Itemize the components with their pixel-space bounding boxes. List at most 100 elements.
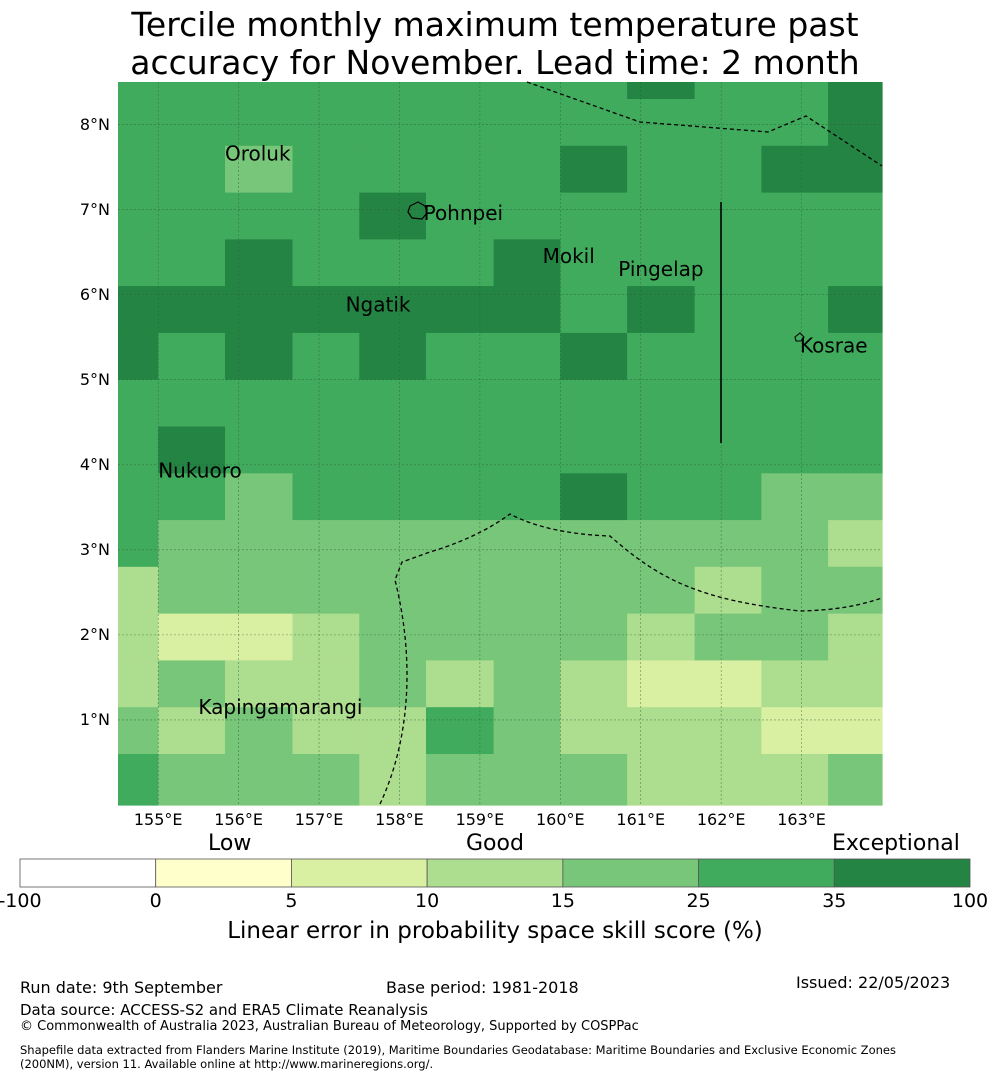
kosrae-island-shape <box>794 332 805 342</box>
grid-cell <box>118 379 159 428</box>
longitude-tick-label: 163°E <box>777 810 826 829</box>
grid-cell <box>359 660 427 708</box>
colorbar-tick-label: 100 <box>951 890 989 912</box>
longitude-tick-label: 157°E <box>294 810 344 829</box>
grid-cell <box>560 707 628 755</box>
graticule <box>118 82 882 805</box>
grid-cell <box>828 82 883 100</box>
grid-cell <box>761 379 829 428</box>
grid-cell <box>694 613 762 661</box>
grid-cell <box>761 520 829 568</box>
longitude-tick-label: 155°E <box>133 810 183 829</box>
grid-cell <box>426 332 495 381</box>
skill-map: Oroluk Pohnpei Mokil Pingelap Ngatik Kosrae Nu… <box>118 81 883 806</box>
grid-cell <box>426 660 495 708</box>
grid-cell <box>627 82 696 100</box>
grid-cell <box>158 426 226 474</box>
colorbar-bin <box>155 858 292 888</box>
grid-cell <box>118 192 159 240</box>
grid-cell <box>118 707 159 755</box>
grid-cell <box>627 473 696 521</box>
grid-cell <box>292 473 360 521</box>
grid-cell <box>627 332 696 381</box>
colorbar-bin <box>291 858 428 888</box>
grid-cell <box>426 426 495 474</box>
grid-cell <box>560 332 628 381</box>
grid-cell <box>761 192 829 240</box>
grid-cell <box>158 613 226 661</box>
place-label-nukuoro: Nukuoro <box>158 459 242 483</box>
latitude-tick-label: 7°N <box>79 199 110 219</box>
grid-cell <box>627 660 696 708</box>
title-line-2: accuracy for November. Lead time: 2 mont… <box>130 43 860 82</box>
colorbar-bin <box>19 858 157 888</box>
grid-cell <box>828 239 883 287</box>
grid-cell <box>225 239 294 287</box>
grid-cell <box>828 426 883 474</box>
grid-cell <box>493 145 561 194</box>
grid-cell <box>627 426 696 474</box>
grid-cell <box>426 379 495 428</box>
grid-cell <box>493 473 561 521</box>
grid-cell <box>158 239 226 287</box>
grid-cell <box>694 426 762 474</box>
grid-cell <box>118 566 159 615</box>
eez-boundary-north <box>526 81 883 167</box>
grid-cell <box>292 426 360 474</box>
longitude-tick-label: 160°E <box>535 810 585 829</box>
grid-cell <box>426 754 495 806</box>
shapefile-credit: Shapefile data extracted from Flanders M… <box>20 1043 896 1071</box>
grid-cell <box>118 332 159 381</box>
eez-boundaries <box>379 81 883 805</box>
grid-cell <box>225 286 294 334</box>
grid-cell <box>118 426 159 474</box>
grid-cell <box>426 286 495 334</box>
longitude-tick-label: 158°E <box>375 810 424 829</box>
grid-cell <box>426 566 495 615</box>
longitude-tick-label: 162°E <box>696 810 746 829</box>
grid-cell <box>493 707 561 755</box>
grid-cell <box>225 82 294 100</box>
category-exceptional-label: Exceptional <box>832 831 960 856</box>
shapefile-credit-line-2: (200NM), version 11. Available online at… <box>20 1057 434 1071</box>
grid-cell <box>761 566 829 615</box>
colorbar-tick-label: 35 <box>822 890 847 912</box>
grid-cell <box>359 332 427 381</box>
longitude-tick-label: 161°E <box>616 810 666 829</box>
colorbar-bin <box>562 858 699 888</box>
grid-cell <box>225 520 294 568</box>
place-label-pingelap: Pingelap <box>618 257 703 281</box>
grid-cell <box>225 99 294 147</box>
grid-cell <box>225 707 294 755</box>
grid-cell <box>627 286 696 334</box>
grid-cell <box>761 145 829 194</box>
grid-cell <box>225 754 294 806</box>
grid-cell <box>158 332 226 381</box>
grid-cell <box>225 660 294 708</box>
shapefile-credit-line-1: Shapefile data extracted from Flanders M… <box>20 1043 896 1057</box>
grid-cell <box>158 566 226 615</box>
grid-cell <box>493 332 561 381</box>
grid-cell <box>828 707 883 755</box>
grid-cell <box>359 379 427 428</box>
grid-cell <box>359 754 427 806</box>
category-good-label: Good <box>466 831 524 856</box>
grid-cell <box>694 99 762 147</box>
grid-cell <box>225 192 294 240</box>
grid-cell <box>560 192 628 240</box>
grid-cell <box>158 286 226 334</box>
grid-cell <box>158 660 226 708</box>
grid-cell <box>761 239 829 287</box>
grid-cell <box>118 473 159 521</box>
grid-cell <box>493 520 561 568</box>
grid-cell <box>828 332 883 381</box>
grid-cell <box>359 473 427 521</box>
grid-cell <box>225 332 294 381</box>
grid-cell <box>560 99 628 147</box>
grid-cell <box>426 82 495 100</box>
grid-cell <box>292 613 360 661</box>
grid-cell <box>560 426 628 474</box>
grid-cell <box>694 707 762 755</box>
grid-cell <box>493 379 561 428</box>
grid-cell <box>828 99 883 147</box>
